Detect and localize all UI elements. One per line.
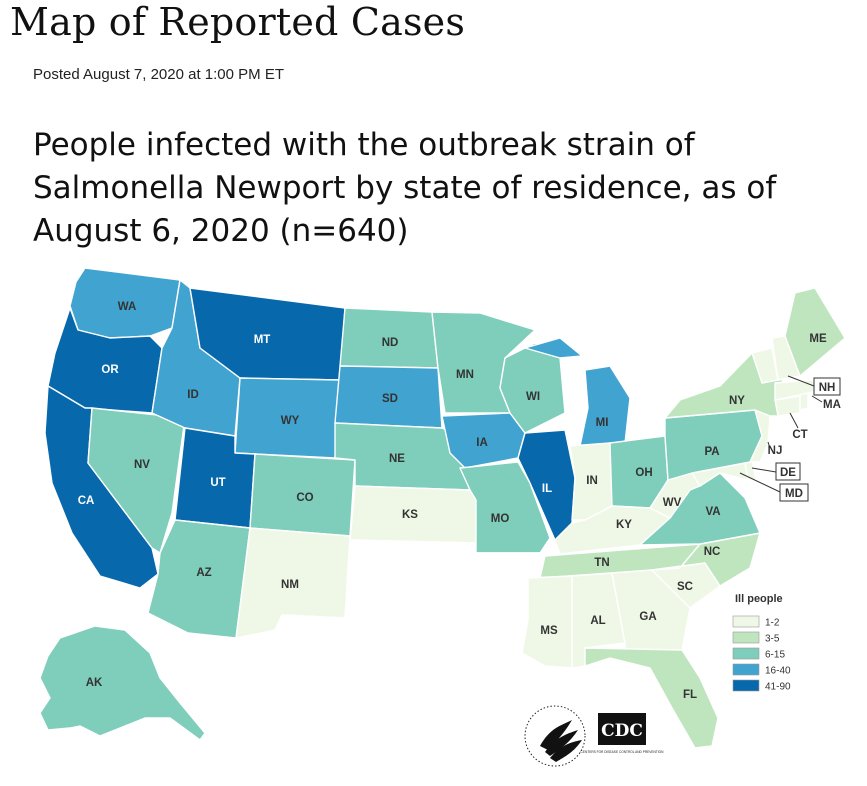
legend-label: 6-15 (765, 650, 785, 661)
state-label-mo: MO (491, 513, 510, 525)
state-label-ca: CA (78, 495, 95, 507)
state-label-ms: MS (540, 625, 558, 637)
state-label-nj: NJ (768, 445, 783, 457)
state-label-wv: WV (663, 497, 682, 509)
cdc-logo: CDC CENTERS FOR DISEASE CONTROL AND PREV… (581, 713, 665, 754)
states-layer (39, 267, 846, 769)
state-label-ny: NY (729, 395, 745, 407)
state-me (784, 287, 846, 377)
state-label-mi: MI (596, 417, 609, 429)
state-ca (44, 385, 159, 589)
state-label-il: IL (542, 483, 552, 495)
callout-box-de (775, 462, 801, 481)
legend-swatch (732, 679, 760, 692)
legend-title: Ill people (735, 593, 783, 605)
hhs-seal-icon (524, 705, 586, 767)
legend-label: 16-40 (765, 666, 791, 677)
state-label-ks: KS (402, 509, 418, 521)
state-label-ne: NE (389, 453, 405, 465)
state-label-wi: WI (526, 391, 540, 403)
callout-boxes: NH DE MD (739, 375, 841, 502)
legend-label: 1-2 (765, 618, 780, 629)
state-label-az: AZ (196, 567, 211, 579)
state-ct (774, 395, 801, 417)
state-hi (209, 687, 291, 751)
logos: CDC CENTERS FOR DISEASE CONTROL AND PREV… (524, 705, 665, 767)
map-legend: Ill people 1-2 3-5 6-15 16-40 41-90 (732, 593, 791, 693)
callout-line-nj (767, 441, 771, 449)
callout-line-de (751, 467, 777, 473)
state-label-or: OR (101, 364, 119, 376)
callout-box-md (779, 483, 809, 502)
state-label-ia: IA (476, 437, 488, 449)
legend-swatch (732, 663, 760, 676)
state-label-md: MD (785, 488, 803, 500)
state-label-ut: UT (210, 477, 225, 489)
state-label-wy: WY (281, 415, 300, 427)
state-label-mn: MN (456, 369, 474, 381)
state-label-nv: NV (134, 459, 150, 471)
labels-layer: WA OR CA NV ID MT WY UT AZ CO NM ND SD N… (78, 301, 841, 701)
page-title: Map of Reported Cases (10, 0, 466, 44)
state-label-fl: FL (683, 689, 697, 701)
state-label-nm: NM (281, 579, 299, 591)
state-label-ga: GA (639, 611, 656, 623)
state-ms (521, 575, 573, 669)
state-tx (281, 551, 506, 769)
legend-swatch (732, 647, 760, 660)
state-label-id: ID (187, 389, 199, 401)
legend-items: 1-2 3-5 6-15 16-40 41-90 (732, 615, 791, 693)
state-label-me: ME (809, 333, 827, 345)
legend-label: 3-5 (765, 634, 780, 645)
legend-label: 41-90 (765, 682, 791, 693)
posted-date: Posted August 7, 2020 at 1:00 PM ET (33, 66, 284, 83)
state-label-co: CO (296, 492, 313, 504)
callout-line-md (739, 472, 781, 493)
state-label-oh: OH (635, 467, 652, 479)
callout-line-ma (811, 395, 823, 403)
callout-line-nh (787, 375, 815, 387)
cdc-mark-text: CDC (601, 721, 643, 741)
us-map: WA OR CA NV ID MT WY UT AZ CO NM ND SD N… (39, 267, 846, 769)
state-fl (584, 647, 719, 749)
state-label-va: VA (705, 506, 720, 518)
state-label-tn: TN (594, 557, 609, 569)
state-label-sd: SD (382, 393, 398, 405)
state-label-sc: SC (677, 581, 693, 593)
cdc-subtext: CENTERS FOR DISEASE CONTROL AND PREVENTI… (581, 750, 665, 754)
state-label-pa: PA (704, 446, 719, 458)
state-label-nc: NC (704, 546, 721, 558)
callout-box-nh (813, 377, 841, 396)
state-ak (39, 625, 206, 741)
state-label-ma: MA (823, 399, 841, 411)
state-label-ct: CT (792, 429, 807, 441)
map-headline: People infected with the outbreak strain… (33, 127, 777, 249)
legend-swatch (732, 615, 760, 628)
state-label-nh: NH (819, 382, 836, 394)
callout-line-ct (789, 412, 799, 429)
state-label-nd: ND (382, 337, 399, 349)
state-label-de: DE (780, 467, 796, 479)
state-ri (799, 392, 809, 411)
state-label-in: IN (586, 475, 598, 487)
state-label-ak: AK (86, 677, 103, 689)
state-label-ky: KY (616, 519, 632, 531)
state-label-mt: MT (254, 334, 271, 346)
state-label-wa: WA (118, 301, 137, 313)
state-label-al: AL (590, 615, 605, 627)
legend-swatch (732, 631, 760, 644)
